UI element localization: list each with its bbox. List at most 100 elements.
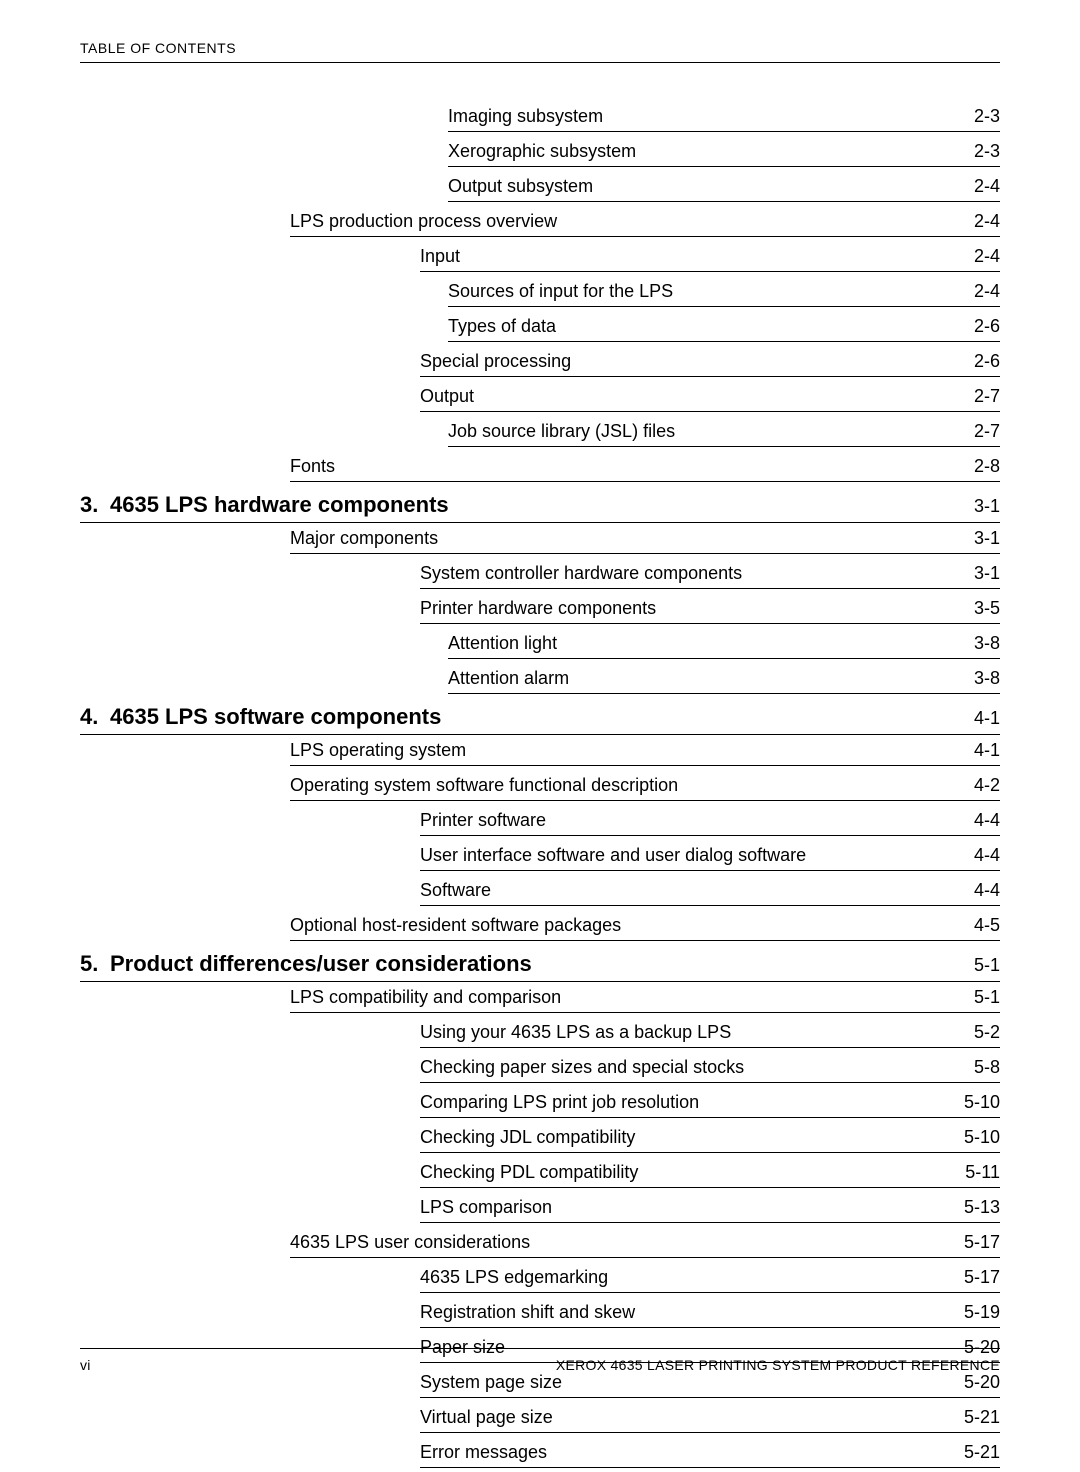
toc-entry-row: LPS operating system4-1 [80,735,1000,770]
footer-page-num: vi [80,1357,91,1373]
chapter-number: 3. [80,492,110,518]
toc-entry-row: Printer hardware components3-5 [80,593,1000,628]
toc-page: 2-6 [930,351,1000,377]
toc-entry-row: LPS comparison5-13 [80,1192,1000,1227]
toc-page: 2-8 [930,456,1000,482]
toc-entry-label: Job source library (JSL) files [448,421,930,447]
toc-entry-row: Registration shift and skew5-19 [80,1297,1000,1332]
toc-entry-row: Imaging subsystem2-3 [80,101,1000,136]
toc-entry-row: Attention light3-8 [80,628,1000,663]
toc-entry-label: System controller hardware components [420,563,930,589]
toc-entry-row: Checking PDL compatibility5-11 [80,1157,1000,1192]
toc-entry-row: Output2-7 [80,381,1000,416]
toc-entry-label: LPS comparison [420,1197,930,1223]
toc-entry-label: Optional host-resident software packages [290,915,930,941]
toc-entry-row: Optional host-resident software packages… [80,910,1000,945]
chapter-title: Product differences/user considerations [110,951,930,977]
toc-entry-row: Software4-4 [80,875,1000,910]
toc-entry-label: 4635 LPS user considerations [290,1232,930,1258]
toc-page: 2-6 [930,316,1000,342]
toc-entry-row: Fonts2-8 [80,451,1000,486]
toc-page: 2-3 [930,141,1000,167]
toc-entry-label: Registration shift and skew [420,1302,930,1328]
toc-entry-label: Attention light [448,633,930,659]
toc-entry-label: Checking paper sizes and special stocks [420,1057,930,1083]
toc-page: 3-1 [930,496,1000,517]
toc-page: 4-4 [930,880,1000,906]
toc-page: 2-4 [930,246,1000,272]
toc-page: 5-13 [930,1197,1000,1223]
toc-entry-row: System controller hardware components3-1 [80,558,1000,593]
toc-page: 3-8 [930,668,1000,694]
toc-entry-label: Comparing LPS print job resolution [420,1092,930,1118]
toc-entry-label: Attention alarm [448,668,930,694]
toc-entry-label: Operating system software functional des… [290,775,930,801]
toc-entry-label: LPS operating system [290,740,930,766]
toc-page: 2-4 [930,176,1000,202]
toc-chapter-row: 3.4635 LPS hardware components3-1 [80,486,1000,523]
toc-page: 5-10 [930,1092,1000,1118]
toc-entry-row: User interface software and user dialog … [80,840,1000,875]
toc-entry-label: LPS production process overview [290,211,930,237]
chapter-number: 5. [80,951,110,977]
chapter-title: 4635 LPS software components [110,704,930,730]
toc-entry-label: Imaging subsystem [448,106,930,132]
toc-page: 4-4 [930,845,1000,871]
toc-page: 5-2 [930,1022,1000,1048]
toc-entry-row: Sources of input for the LPS2-4 [80,276,1000,311]
chapter-title: 4635 LPS hardware components [110,492,930,518]
toc-entry-label: Checking JDL compatibility [420,1127,930,1153]
toc-entry-label: Types of data [448,316,930,342]
toc-page: 4-2 [930,775,1000,801]
toc-page: 5-20 [930,1372,1000,1398]
toc-page: 5-17 [930,1267,1000,1293]
toc-entry-label: Printer hardware components [420,598,930,624]
toc-entry-label: Output [420,386,930,412]
toc-entry-row: Virtual page size5-21 [80,1402,1000,1437]
toc-entry-label: Major components [290,528,930,554]
toc-entry-label: Special processing [420,351,930,377]
toc-entry-row: Major components3-1 [80,523,1000,558]
toc-entry-label: Input [420,246,930,272]
toc-entry-row: Error messages5-21 [80,1437,1000,1472]
toc-page: 5-10 [930,1127,1000,1153]
toc-page: 5-21 [930,1407,1000,1433]
toc-page: 2-7 [930,421,1000,447]
toc-page: 3-8 [930,633,1000,659]
toc-entry-label: Using your 4635 LPS as a backup LPS [420,1022,930,1048]
toc-entry-row: 4635 LPS user considerations5-17 [80,1227,1000,1262]
toc-page: 4-1 [930,708,1000,729]
toc-entry-row: 4635 LPS edgemarking5-17 [80,1262,1000,1297]
toc-entry-label: User interface software and user dialog … [420,845,930,871]
toc-entry-label: Fonts [290,456,930,482]
toc-entry-label: System page size [420,1372,930,1398]
footer-reference: XEROX 4635 LASER PRINTING SYSTEM PRODUCT… [556,1357,1000,1373]
toc-entry-row: Job source library (JSL) files2-7 [80,416,1000,451]
toc-entry-label: Virtual page size [420,1407,930,1433]
table-of-contents: Imaging subsystem2-3Xerographic subsyste… [80,101,1000,1472]
toc-page: 4-5 [930,915,1000,941]
toc-entry-label: LPS compatibility and comparison [290,987,930,1013]
toc-entry-row: Xerographic subsystem2-3 [80,136,1000,171]
toc-page: 2-4 [930,281,1000,307]
toc-entry-row: Checking JDL compatibility5-10 [80,1122,1000,1157]
toc-entry-row: Operating system software functional des… [80,770,1000,805]
toc-entry-label: Printer software [420,810,930,836]
toc-page: 5-19 [930,1302,1000,1328]
toc-chapter-row: 5.Product differences/user consideration… [80,945,1000,982]
toc-entry-row: Checking paper sizes and special stocks5… [80,1052,1000,1087]
toc-page: 2-4 [930,211,1000,237]
toc-entry-row: Types of data2-6 [80,311,1000,346]
toc-entry-row: Comparing LPS print job resolution5-10 [80,1087,1000,1122]
toc-page: 5-17 [930,1232,1000,1258]
toc-entry-label: Error messages [420,1442,930,1468]
toc-entry-row: Attention alarm3-8 [80,663,1000,698]
toc-page: 5-1 [930,955,1000,976]
toc-chapter-row: 4.4635 LPS software components4-1 [80,698,1000,735]
toc-entry-label: 4635 LPS edgemarking [420,1267,930,1293]
toc-entry-label: Sources of input for the LPS [448,281,930,307]
toc-entry-row: Special processing2-6 [80,346,1000,381]
header-rule [80,62,1000,63]
toc-entry-row: Using your 4635 LPS as a backup LPS5-2 [80,1017,1000,1052]
toc-entry-row: LPS production process overview2-4 [80,206,1000,241]
